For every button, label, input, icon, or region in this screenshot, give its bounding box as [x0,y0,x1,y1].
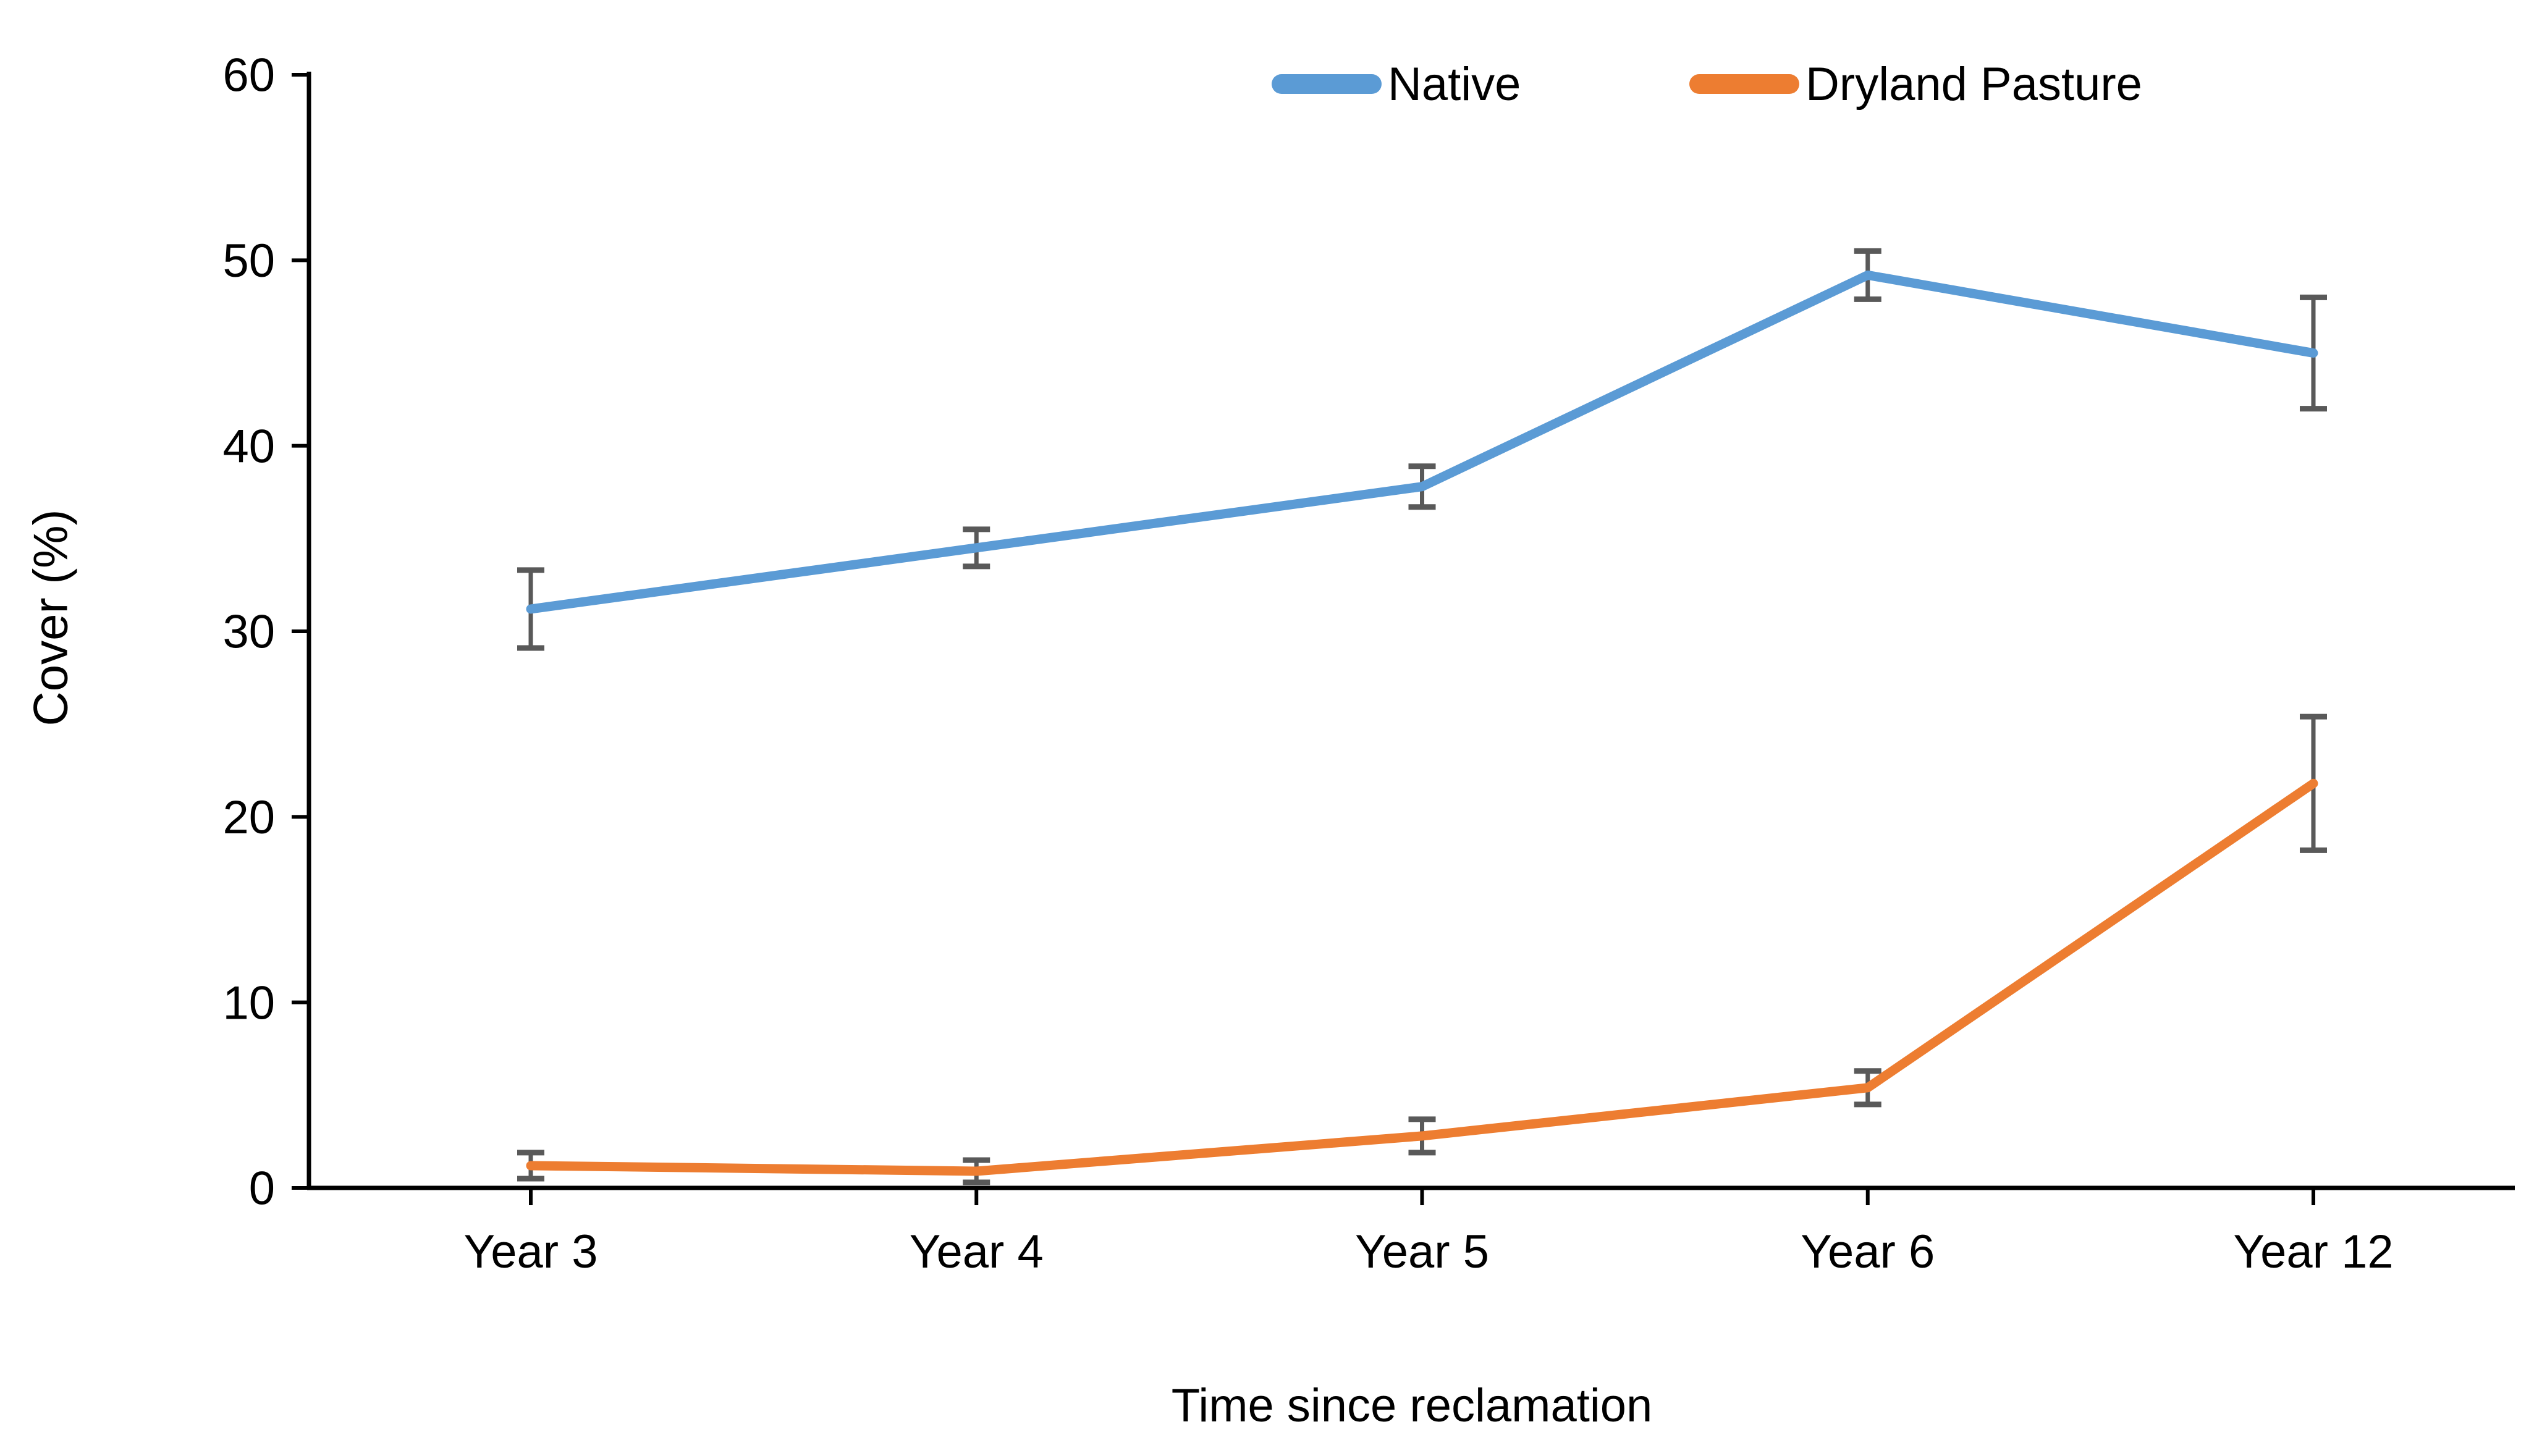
x-tick-label: Year 3 [464,1226,598,1278]
legend-item-native: Native [1272,57,1521,111]
y-tick-label: 60 [222,49,275,102]
x-tick-label: Year 12 [2233,1226,2393,1278]
y-tick-label: 10 [222,977,275,1029]
legend-label-dryland-pasture: Dryland Pasture [1805,57,2142,111]
legend-swatch-dryland-pasture-icon [1689,74,1799,94]
series-line-native [526,270,2318,614]
legend-item-dryland-pasture: Dryland Pasture [1689,57,2142,111]
x-tick-label: Year 4 [910,1226,1044,1278]
x-tick-label: Year 5 [1355,1226,1489,1278]
legend-swatch-native-icon [1272,74,1382,94]
y-tick-label: 20 [222,791,275,844]
x-tick-label: Year 6 [1801,1226,1935,1278]
y-tick-label: 30 [222,606,275,659]
y-tick-label: 50 [222,235,275,287]
legend-label-native: Native [1388,57,1521,111]
y-tick-label: 40 [222,420,275,473]
x-axis-title: Time since reclamation [1171,1379,1653,1432]
y-tick-label: 0 [249,1163,275,1215]
y-axis-title: Cover (%) [23,509,78,726]
series-line-dryland-pasture [526,778,2318,1176]
